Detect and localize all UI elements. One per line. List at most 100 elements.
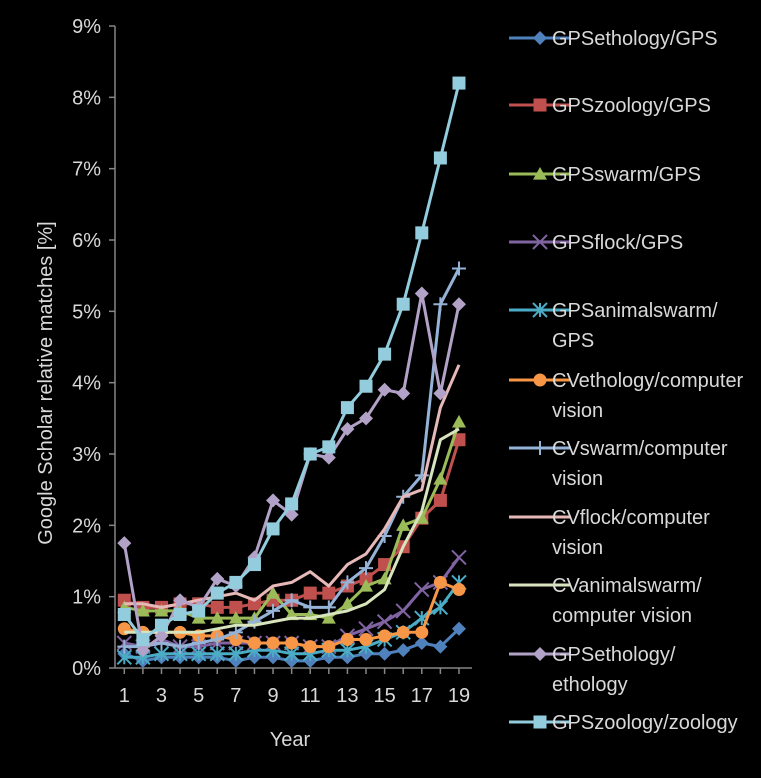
y-tick-label: 6% [72, 230, 101, 252]
data-point [433, 386, 448, 401]
data-point [359, 572, 373, 586]
data-point [228, 646, 244, 662]
data-point [209, 646, 225, 662]
data-point [451, 414, 466, 428]
data-point [173, 608, 187, 621]
legend-entry: GPSethology/ethology [509, 644, 676, 696]
data-point [154, 628, 169, 643]
data-point [415, 226, 429, 240]
data-point [229, 600, 243, 614]
legend-swatch-marker [533, 31, 547, 45]
legend-label: GPSanimalswarm/ [552, 300, 718, 322]
data-point [359, 561, 374, 576]
data-point [376, 613, 393, 630]
data-point [210, 571, 225, 586]
series-line [124, 427, 460, 634]
legend-swatch-marker [533, 441, 547, 455]
series [117, 76, 466, 646]
legend-label: GPSflock/GPS [552, 232, 683, 254]
legend-entry: CVethology/computer vision [509, 370, 744, 422]
data-point [285, 636, 299, 650]
legend-entry: CVanimalswarm/computer vision [509, 575, 702, 627]
x-tick-label: 5 [193, 685, 204, 707]
data-point [154, 603, 169, 617]
x-tick-label: 7 [230, 685, 241, 707]
legend-swatch-marker [533, 373, 547, 387]
x-tick-label: 1 [119, 685, 130, 707]
data-point [433, 471, 448, 485]
series [117, 261, 466, 654]
data-point [284, 593, 299, 608]
data-point [135, 643, 150, 658]
data-point [433, 493, 447, 507]
data-point [359, 379, 373, 393]
data-point [154, 618, 168, 632]
data-point [266, 636, 280, 650]
x-axis-title: Year [270, 729, 311, 751]
data-point [303, 586, 317, 600]
data-point [191, 636, 206, 651]
y-axis-title: Google Scholar relative matches [%] [35, 221, 57, 545]
x-tick-label: 19 [448, 685, 470, 707]
data-point [247, 597, 261, 611]
data-point [136, 632, 150, 646]
data-point [322, 640, 336, 654]
data-point [451, 297, 466, 312]
x-tick-label: 15 [373, 685, 395, 707]
data-point [396, 386, 411, 401]
data-point [358, 621, 374, 637]
data-point [210, 611, 225, 624]
y-tick-label: 3% [72, 444, 101, 466]
y-tick-label: 9% [72, 16, 101, 38]
series-layer [116, 76, 467, 668]
legend-entry: GPSflock/GPS [509, 232, 683, 254]
data-point [340, 422, 355, 437]
data-point [247, 636, 261, 650]
data-point [378, 347, 392, 361]
data-point [266, 603, 281, 618]
data-point [173, 639, 188, 654]
legend-swatch-marker [533, 167, 547, 180]
y-tick-label: 5% [72, 301, 101, 323]
data-point [396, 297, 410, 311]
data-point [432, 599, 449, 616]
data-point [433, 639, 448, 654]
series [124, 427, 460, 634]
data-point [210, 586, 224, 600]
data-point [359, 632, 373, 646]
data-point [321, 600, 336, 615]
data-point [414, 581, 430, 598]
data-point [377, 382, 392, 397]
data-point [303, 447, 317, 461]
data-point [117, 536, 132, 551]
legend-label: GPSethology/GPS [552, 28, 718, 50]
legend-entry: GPSanimalswarm/GPS [509, 300, 718, 352]
y-tick-label: 8% [72, 87, 101, 109]
series-line [124, 267, 461, 649]
legend-swatch-marker [533, 98, 547, 112]
y-tick-label: 2% [72, 515, 101, 537]
legend-swatch-marker [532, 234, 548, 250]
data-point [340, 632, 354, 646]
data-point [321, 450, 336, 465]
data-point [266, 586, 281, 599]
data-point [266, 522, 280, 536]
data-point [359, 411, 374, 426]
data-point [414, 636, 429, 651]
series-line [124, 364, 461, 609]
data-point [117, 608, 131, 621]
data-point [210, 632, 225, 647]
data-point [359, 578, 374, 592]
legend-label: CVflock/computer [552, 507, 710, 529]
data-point [322, 440, 336, 454]
data-point [433, 575, 447, 589]
data-point [452, 76, 466, 90]
y-tick-label: 1% [72, 587, 101, 609]
legend-entry: GPSethology/GPS [509, 28, 718, 50]
data-point [377, 646, 392, 661]
data-point [303, 600, 318, 615]
legend-label: vision [552, 400, 603, 422]
y-tick-label: 4% [72, 373, 101, 395]
data-point [340, 596, 355, 610]
